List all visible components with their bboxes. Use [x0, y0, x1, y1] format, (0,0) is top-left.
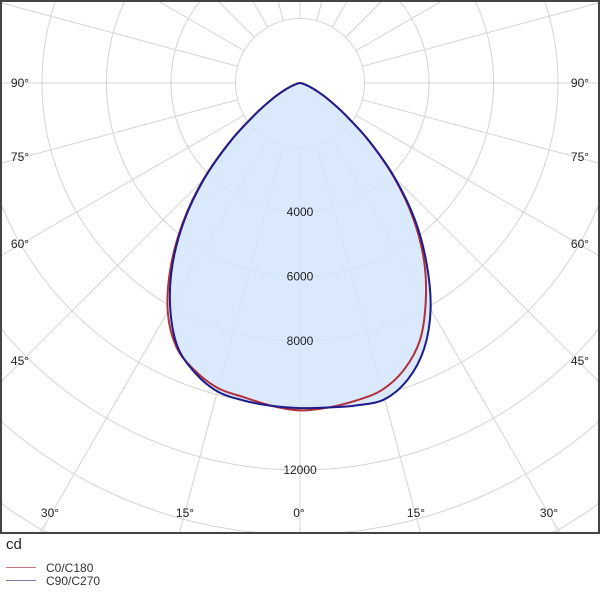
legend-label-c90: C90/C270	[46, 573, 101, 588]
unit-label: cd	[6, 536, 22, 553]
angle-label-right: 60°	[571, 237, 589, 251]
grid-circle	[0, 0, 600, 406]
radial-tick-label: 6000	[287, 270, 314, 284]
legend: cd C0/C180 C90/C270	[6, 536, 101, 588]
angle-label-right: 15°	[407, 506, 425, 520]
angle-label-left: 45°	[11, 354, 29, 368]
angle-label-right: 30°	[540, 506, 558, 520]
angle-label-center: 0°	[293, 506, 305, 520]
legend-swatch-c90	[6, 580, 36, 581]
radial-tick-label: 4000	[287, 205, 314, 219]
legend-item-c90: C90/C270	[6, 573, 101, 588]
radial-tick-label: 8000	[287, 334, 314, 348]
plot-frame	[0, 0, 600, 534]
legend-label-c0: C0/C180	[46, 560, 94, 575]
angle-label-right: 90°	[571, 76, 589, 90]
angle-label-left: 60°	[11, 237, 29, 251]
fill-area	[169, 83, 431, 409]
legend-item-c0: C0/C180	[6, 560, 100, 575]
angle-label-left: 75°	[11, 150, 29, 164]
curve-c90-c270	[168, 82, 432, 410]
angle-label-left: 90°	[11, 76, 29, 90]
polar-intensity-chart: 4000 6000 8000 12000 90° 90° 75° 75° 60° 60° 45° 45…	[0, 0, 600, 534]
radial-tick-label: 12000	[283, 463, 317, 477]
angle-label-left: 15°	[176, 506, 194, 520]
curves	[166, 82, 432, 412]
angle-label-right: 75°	[571, 150, 589, 164]
intensity-fill	[169, 83, 431, 409]
grid-circle	[0, 0, 600, 471]
legend-swatch-c0	[6, 567, 36, 568]
axis-labels: 4000 6000 8000 12000 90° 90° 75° 75° 60° 60° 45° 45…	[11, 76, 589, 520]
angle-label-right: 45°	[571, 354, 589, 368]
angle-label-left: 30°	[41, 506, 59, 520]
